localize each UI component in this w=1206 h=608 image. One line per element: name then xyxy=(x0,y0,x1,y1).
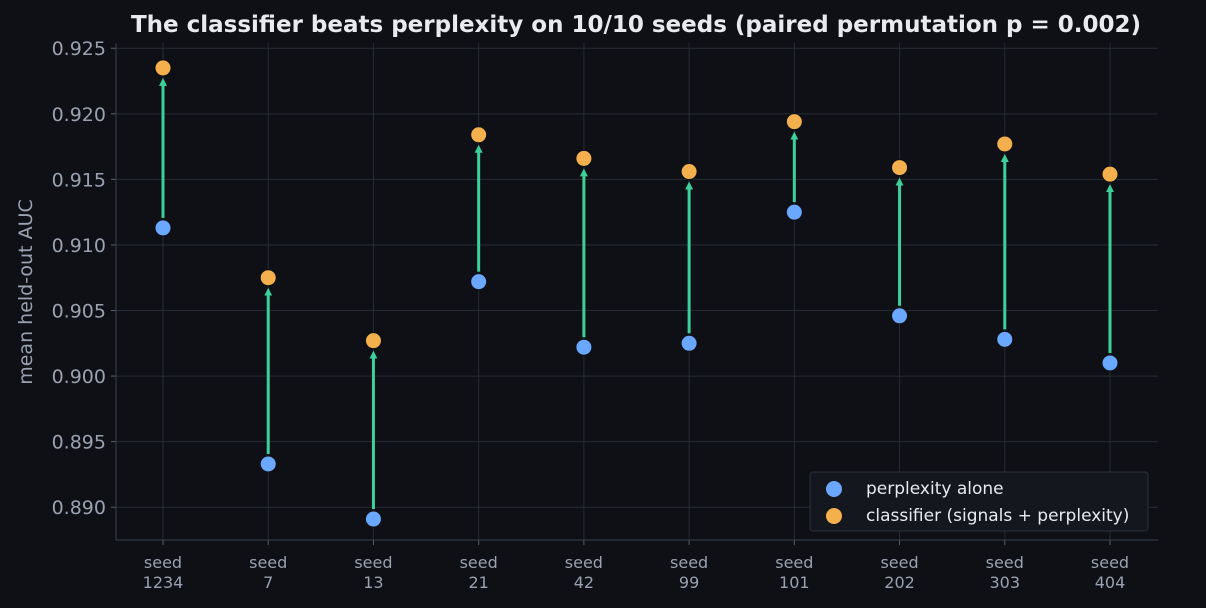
x-tick-label: 42 xyxy=(574,573,594,592)
x-tick-label: 1234 xyxy=(143,573,184,592)
y-tick-label: 0.905 xyxy=(52,301,106,323)
y-tick-label: 0.915 xyxy=(52,169,106,191)
y-tick-label: 0.910 xyxy=(52,235,106,257)
legend-marker xyxy=(826,508,842,524)
x-tick-label: 21 xyxy=(468,573,488,592)
perplexity-point xyxy=(996,330,1014,348)
x-tick-label: seed xyxy=(775,553,813,572)
perplexity-point xyxy=(891,307,909,325)
classifier-point xyxy=(575,149,593,167)
classifier-point xyxy=(996,135,1014,153)
x-tick-label: seed xyxy=(354,553,392,572)
x-tick-label: seed xyxy=(1091,553,1129,572)
perplexity-point xyxy=(575,338,593,356)
x-tick-label: seed xyxy=(880,553,918,572)
classifier-point xyxy=(891,159,909,177)
classifier-point xyxy=(154,59,172,77)
y-tick-label: 0.925 xyxy=(52,38,106,60)
x-tick-label: seed xyxy=(565,553,603,572)
classifier-point xyxy=(785,113,803,131)
x-tick-label: seed xyxy=(460,553,498,572)
x-tick-label: 202 xyxy=(884,573,915,592)
perplexity-point xyxy=(470,273,488,291)
legend-label: perplexity alone xyxy=(866,479,1004,499)
x-tick-label: seed xyxy=(986,553,1024,572)
y-tick-label: 0.895 xyxy=(52,432,106,454)
x-tick-label: 13 xyxy=(363,573,383,592)
x-tick-label: 99 xyxy=(679,573,699,592)
y-tick-label: 0.920 xyxy=(52,104,106,126)
data-points xyxy=(154,59,1119,528)
perplexity-point xyxy=(154,219,172,237)
legend-label: classifier (signals + perplexity) xyxy=(866,506,1129,526)
x-tick-label: 404 xyxy=(1095,573,1126,592)
x-tick-label: seed xyxy=(249,553,287,572)
axes xyxy=(111,43,1158,545)
legend: perplexity alone classifier (signals + pe… xyxy=(809,471,1149,532)
classifier-point xyxy=(1101,165,1119,183)
legend-marker xyxy=(826,481,842,497)
classifier-point xyxy=(470,126,488,144)
perplexity-point xyxy=(680,334,698,352)
classifier-point xyxy=(680,163,698,181)
y-tick-label: 0.890 xyxy=(52,497,106,519)
x-tick-label: seed xyxy=(670,553,708,572)
x-tick-label: 303 xyxy=(990,573,1021,592)
y-axis-label: mean held-out AUC xyxy=(15,199,37,385)
chart-title: The classifier beats perplexity on 10/10… xyxy=(131,12,1141,38)
classifier-point xyxy=(259,269,277,287)
perplexity-point xyxy=(259,455,277,473)
perplexity-point xyxy=(364,510,382,528)
x-tick-label: 101 xyxy=(779,573,810,592)
improvement-arrows xyxy=(159,77,1114,510)
perplexity-point xyxy=(785,203,803,221)
perplexity-point xyxy=(1101,354,1119,372)
y-tick-labels: 0.890 0.895 0.900 0.905 0.910 0.915 0.920 0.925 xyxy=(52,38,106,519)
legend-box xyxy=(809,471,1149,532)
classifier-point xyxy=(364,332,382,350)
y-tick-label: 0.900 xyxy=(52,366,106,388)
x-tick-label: seed xyxy=(144,553,182,572)
x-tick-label: 7 xyxy=(263,573,273,592)
x-tick-labels: seed1234seed7seed13seed21seed42seed99see… xyxy=(143,553,1129,592)
